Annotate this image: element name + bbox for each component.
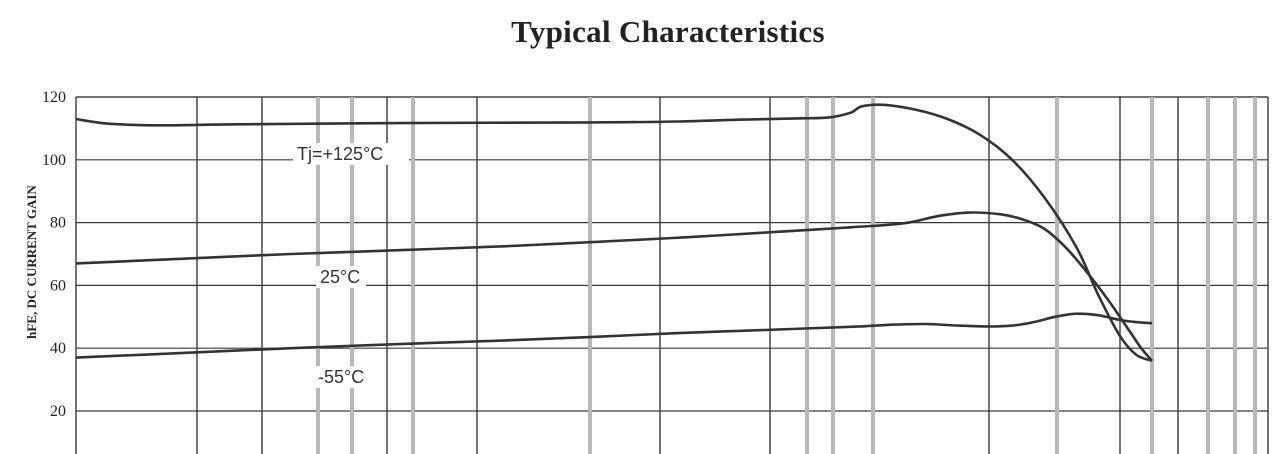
curve-label-curve-125c: Tj=+125°C — [297, 144, 383, 164]
curve-label-curve-minus55c: -55°C — [318, 367, 364, 387]
curve-125c — [75, 103, 1153, 363]
y-tick-label-60: 60 — [50, 277, 66, 294]
curve-label-curve-25c: 25°C — [320, 267, 360, 287]
curve-25c — [75, 211, 1153, 362]
series-curves — [75, 103, 1153, 363]
curve-label-bg-2 — [314, 366, 372, 388]
y-tick-label-80: 80 — [50, 215, 66, 232]
y-tick-labels: 20 40 60 80 100 120 — [42, 89, 66, 420]
curve-labels: Tj=+125°C 25°C -55°C — [293, 143, 409, 388]
grid-lines — [75, 96, 1269, 454]
y-tick-label-20: 20 — [50, 403, 66, 420]
curve-minus55c — [75, 312, 1153, 359]
chart-title: Typical Characteristics — [511, 14, 825, 49]
y-tick-label-100: 100 — [42, 152, 66, 169]
curve-label-bg-1 — [316, 266, 366, 288]
curve-label-bg-0 — [293, 143, 409, 165]
y-tick-label-120: 120 — [42, 89, 66, 106]
y-tick-label-40: 40 — [50, 340, 66, 357]
